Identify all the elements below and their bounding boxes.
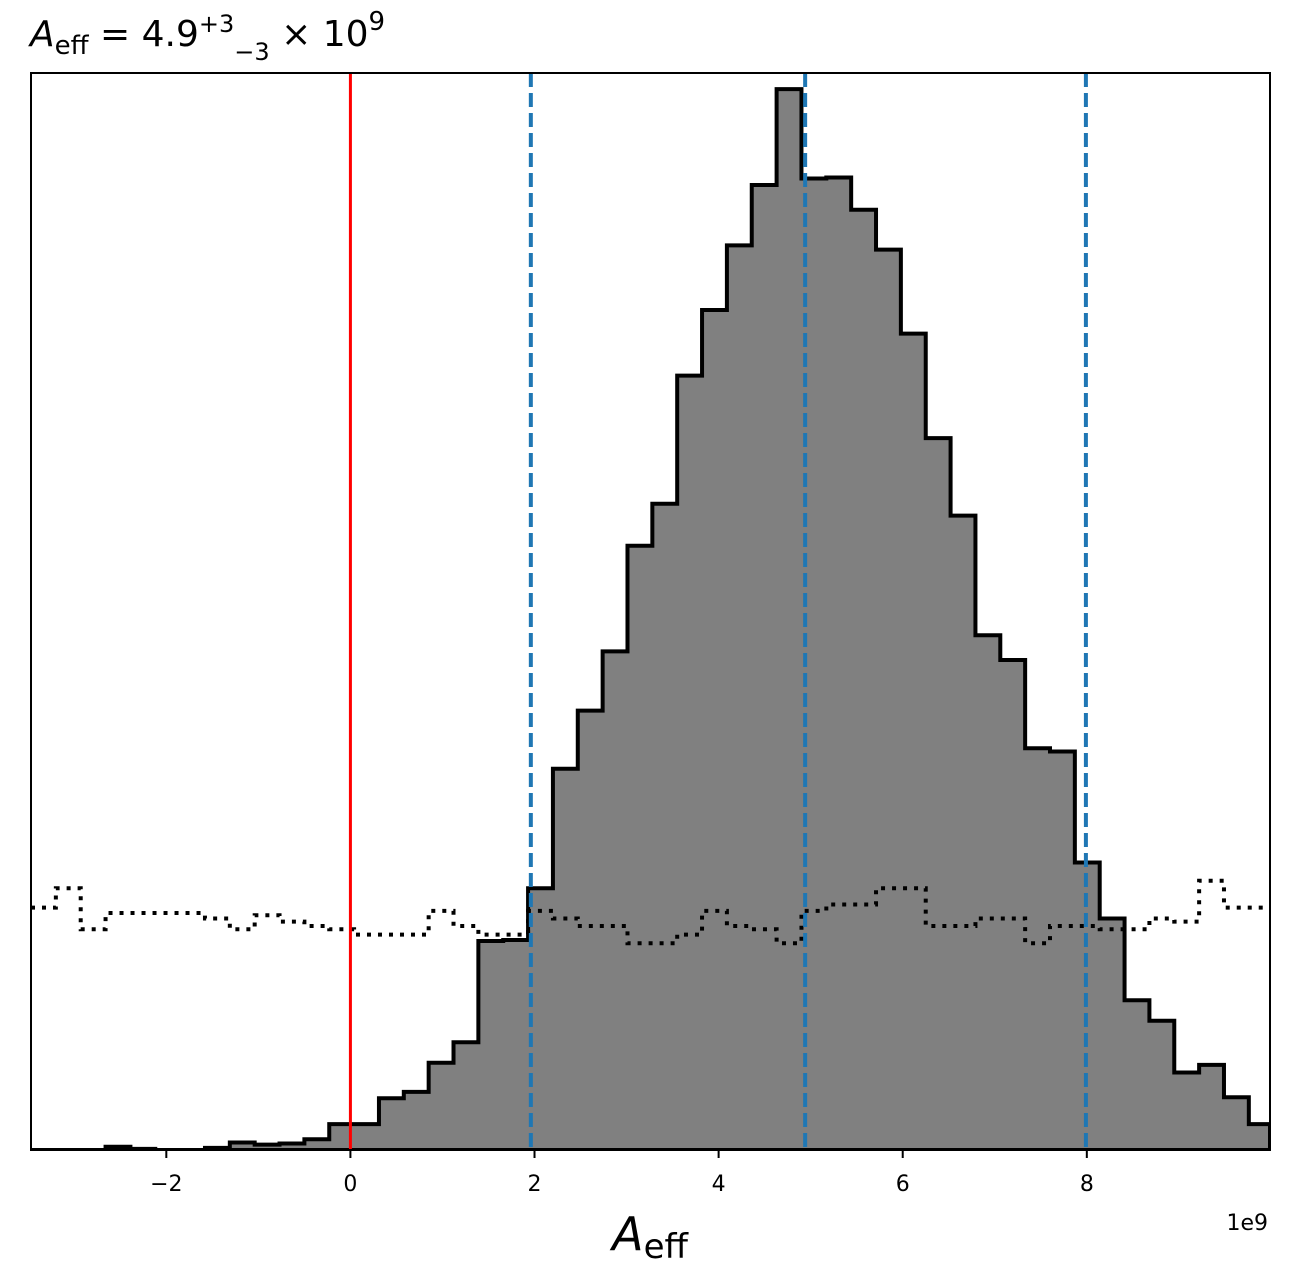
histogram-bar: [726, 245, 753, 1150]
histogram-bar: [652, 503, 678, 1150]
histogram-bar: [776, 89, 802, 1150]
histogram-bar: [1199, 1064, 1225, 1150]
histogram-bar: [876, 249, 902, 1150]
x-tick-label: 2: [528, 1172, 542, 1197]
histogram-bar: [503, 939, 529, 1150]
histogram-bar: [925, 438, 952, 1150]
histogram-bar: [1174, 1072, 1200, 1150]
histogram-bar: [1248, 1124, 1270, 1150]
histogram-bar: [1000, 659, 1026, 1150]
histogram-bar: [403, 1091, 430, 1150]
histogram-bar: [1025, 748, 1051, 1150]
x-axis-label: Aeff: [609, 1207, 689, 1267]
prior-dotted-step: [31, 878, 1270, 946]
histogram-bar: [354, 1124, 380, 1150]
histogram-bar: [1124, 1000, 1150, 1150]
histogram-bar: [602, 651, 628, 1150]
histogram-bar: [826, 177, 852, 1150]
histogram-bar: [751, 185, 778, 1150]
x-tick-label: 4: [712, 1172, 726, 1197]
histogram-bar: [254, 1144, 281, 1150]
histogram-bar: [1049, 751, 1076, 1150]
histogram-bar: [552, 768, 579, 1150]
histogram-bar: [677, 375, 703, 1150]
histogram-outline: [31, 87, 1270, 1150]
histogram-bar: [229, 1142, 256, 1150]
histogram-bar: [702, 309, 728, 1150]
histogram-bar: [453, 1042, 479, 1150]
x-axis: −2 0 2 4 6 8: [150, 1150, 1094, 1197]
histogram-bar: [627, 545, 653, 1150]
x-axis-offset-text: 1e9: [1226, 1211, 1268, 1236]
histogram-bar: [975, 635, 1001, 1150]
histogram-bar: [1099, 918, 1126, 1150]
x-tick-label: 8: [1080, 1172, 1094, 1197]
histogram-bar: [428, 1062, 455, 1150]
x-tick-label: −2: [150, 1172, 182, 1197]
histogram-bar: [950, 515, 976, 1150]
histogram-bar: [279, 1143, 305, 1150]
histogram-bar: [900, 333, 927, 1150]
chart-title: Aeff = 4.9+3−3 × 109: [28, 7, 385, 66]
histogram-bar: [851, 209, 877, 1150]
histogram-bar: [378, 1098, 405, 1150]
x-tick-label: 0: [343, 1172, 357, 1197]
histogram-bar: [1149, 1020, 1175, 1150]
axes-frame: [30, 72, 1271, 1151]
plot-area: [31, 73, 1270, 1150]
x-tick-label: 6: [896, 1172, 910, 1197]
histogram-bar: [1223, 1097, 1250, 1150]
histogram-bar: [478, 941, 504, 1150]
histogram-bar: [577, 710, 604, 1150]
histogram-bar: [304, 1139, 330, 1150]
